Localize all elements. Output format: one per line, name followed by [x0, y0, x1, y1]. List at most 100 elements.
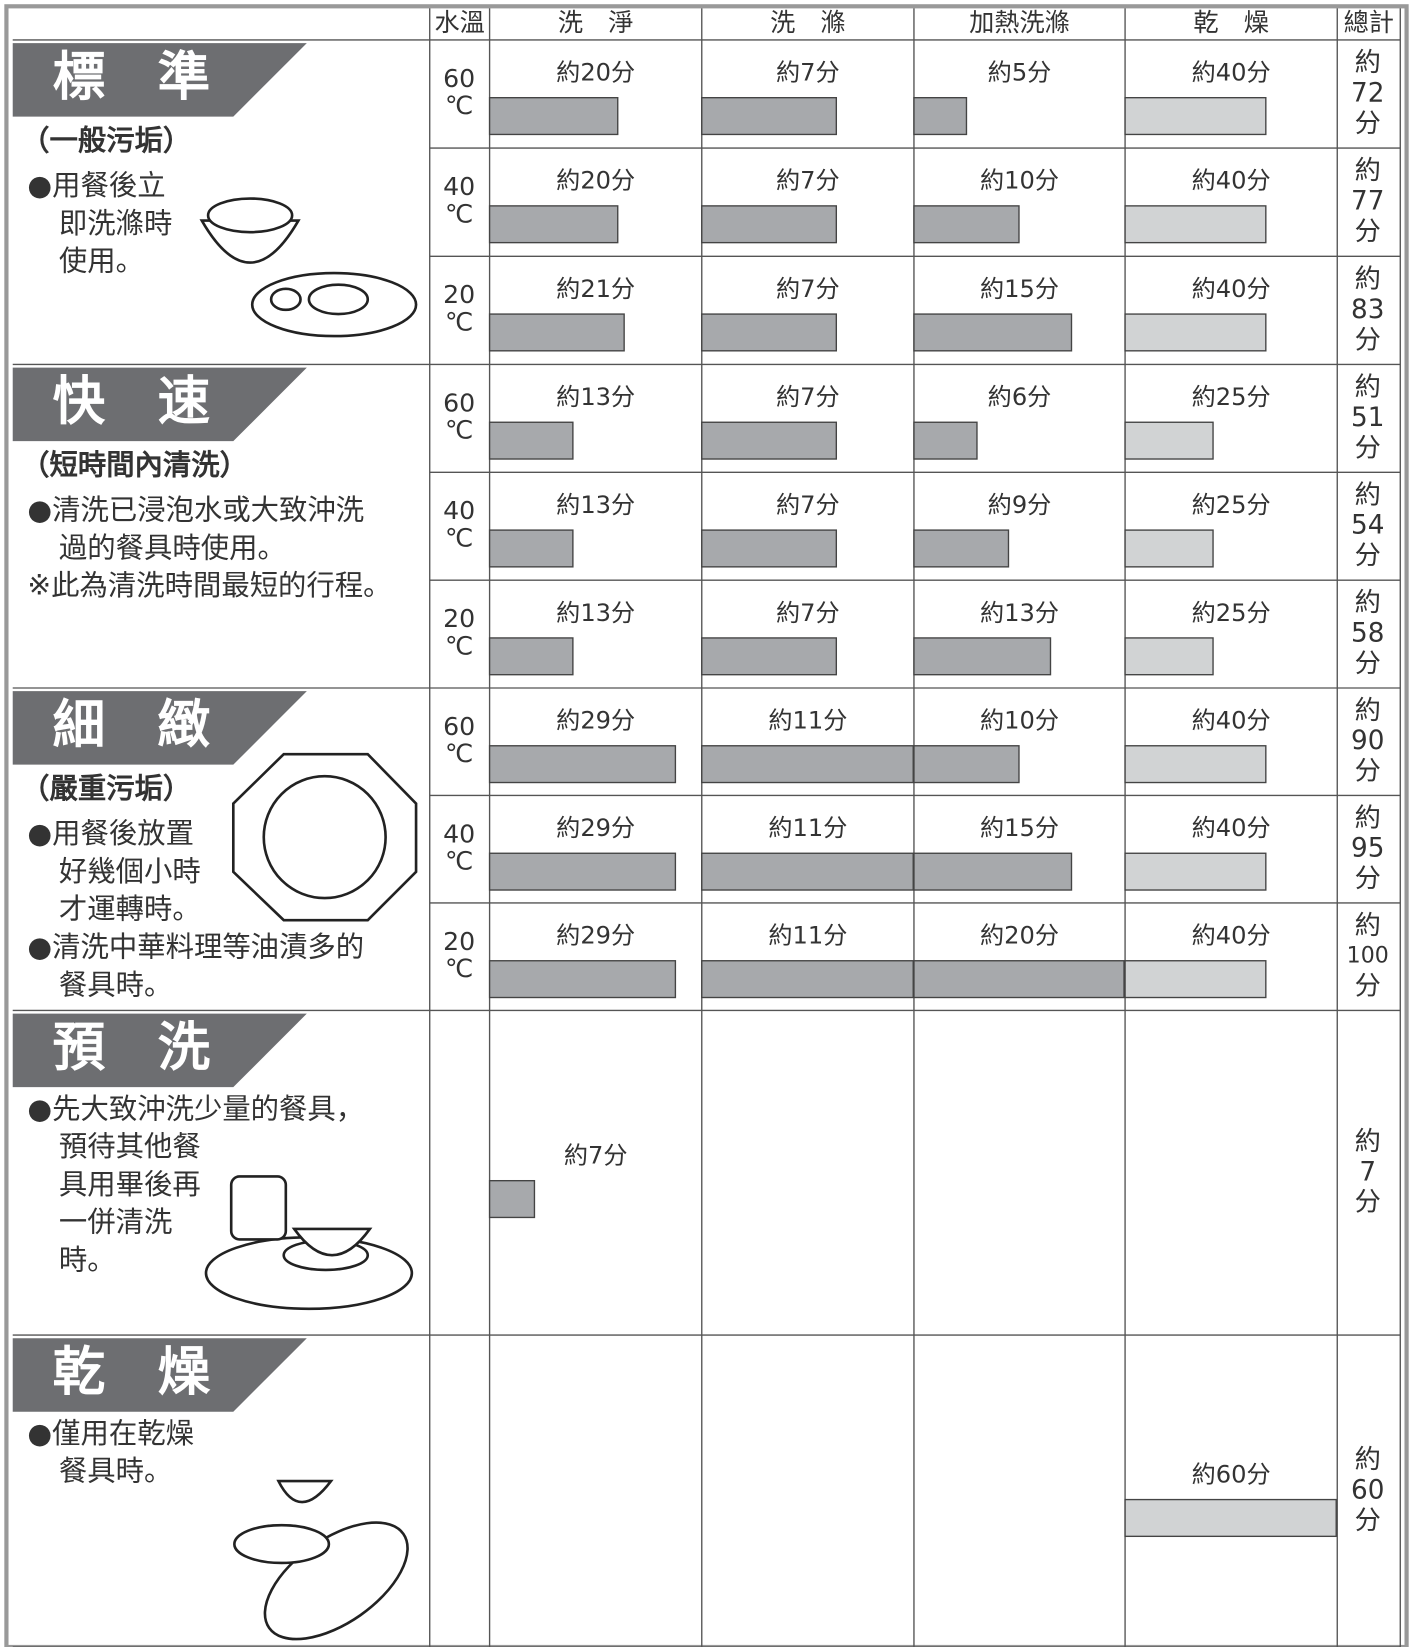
time-label: 約40分 [1192, 59, 1271, 87]
time-label: 約7分 [776, 275, 840, 303]
program-name: 細 緻 [53, 695, 211, 756]
time-bar [488, 421, 574, 460]
time-label: 約25分 [1192, 491, 1271, 519]
temperature-unit: ℃ [445, 847, 473, 876]
total: 約 [1355, 48, 1381, 78]
temperature: 20 [443, 927, 475, 956]
total: 77 [1351, 187, 1384, 217]
time-bar [913, 637, 1052, 676]
temperature-unit: ℃ [445, 631, 473, 660]
program-note: 好幾個小時 [59, 855, 201, 888]
program-note: 使用。 [59, 245, 144, 278]
program-note: 一併清洗 [59, 1206, 172, 1239]
program-note: ●用餐後立 [27, 169, 165, 202]
time-bar [488, 529, 574, 568]
program-subtitle: （一般污垢） [21, 124, 191, 157]
time-bar [913, 205, 1020, 244]
temperature-unit: ℃ [445, 739, 473, 768]
total: 分 [1355, 217, 1381, 247]
temperature-unit: ℃ [445, 308, 473, 337]
time-label: 約21分 [556, 275, 635, 303]
program-note: 過的餐具時使用。 [59, 531, 286, 564]
total: 72 [1351, 79, 1384, 109]
time-bar [1124, 1498, 1337, 1538]
time-bar [701, 421, 838, 460]
column-header: 水溫 [434, 8, 484, 37]
illustrations [199, 197, 418, 1641]
time-label: 約40分 [1192, 707, 1271, 735]
program-subtitle: （嚴重污垢） [21, 772, 191, 805]
column-header: 洗 淨 [558, 8, 634, 37]
time-bar [701, 97, 838, 136]
program-note: 時。 [59, 1244, 116, 1277]
program-note: ●先大致沖洗少量的餐具， [27, 1092, 364, 1125]
program-banner [12, 1013, 307, 1088]
time-bar [488, 637, 574, 676]
temperature-unit: ℃ [445, 954, 473, 983]
program-note: ●用餐後放置 [27, 817, 194, 850]
total: 約 [1355, 480, 1381, 510]
total: 分 [1355, 1188, 1381, 1218]
column-header: 洗 滌 [770, 8, 846, 37]
time-bar [1124, 313, 1267, 352]
time-label: 約60分 [1192, 1460, 1271, 1488]
total: 90 [1351, 726, 1384, 756]
total: 分 [1355, 757, 1381, 787]
time-label: 約7分 [776, 491, 840, 519]
time-label: 約40分 [1192, 814, 1271, 842]
time-label: 約7分 [776, 167, 840, 195]
time-label: 約11分 [768, 922, 847, 950]
program-note: 餐具時。 [59, 968, 172, 1001]
time-label: 約29分 [556, 814, 635, 842]
time-bar [488, 960, 677, 999]
time-bar [913, 421, 978, 460]
time-bar [488, 97, 619, 136]
program-banner [12, 1338, 307, 1412]
temperature: 40 [443, 172, 475, 201]
total: 約 [1355, 264, 1381, 294]
time-label: 約25分 [1192, 383, 1271, 411]
program-subtitle: （短時間內清洗） [21, 448, 248, 481]
time-bar [488, 313, 625, 352]
time-bar [701, 852, 914, 891]
time-bar [701, 637, 838, 676]
program-banner [12, 691, 307, 765]
temperature: 20 [443, 604, 475, 633]
total: 58 [1351, 619, 1384, 649]
time-bar [1124, 745, 1267, 784]
total: 分 [1355, 433, 1381, 463]
total: 約 [1355, 911, 1381, 941]
temperature: 40 [443, 819, 475, 848]
total: 約 [1355, 1127, 1381, 1157]
program-name: 乾 燥 [53, 1342, 211, 1403]
temperature: 60 [443, 388, 475, 417]
total: 100 [1347, 944, 1389, 969]
time-label: 約20分 [556, 59, 635, 87]
total: 約 [1355, 588, 1381, 618]
total: 60 [1351, 1476, 1384, 1506]
program-banner [12, 43, 307, 117]
time-label: 約13分 [556, 383, 635, 411]
program-note: 才運轉時。 [59, 893, 201, 926]
time-bar [1124, 852, 1267, 891]
total: 約 [1355, 156, 1381, 186]
total: 分 [1355, 649, 1381, 679]
time-label: 約7分 [776, 59, 840, 87]
total: 7 [1359, 1157, 1376, 1187]
time-label: 約7分 [776, 599, 840, 627]
total: 分 [1355, 972, 1381, 1002]
total: 83 [1351, 295, 1384, 325]
time-bar [488, 1179, 536, 1219]
column-header: 乾 燥 [1193, 8, 1269, 37]
total: 分 [1355, 109, 1381, 139]
total: 約 [1355, 372, 1381, 402]
program-name: 預 洗 [53, 1017, 211, 1078]
temperature: 20 [443, 280, 475, 309]
temperature: 60 [443, 64, 475, 93]
time-label: 約10分 [980, 167, 1059, 195]
time-label: 約9分 [988, 491, 1052, 519]
time-label: 約25分 [1192, 599, 1271, 627]
column-header: 加熱洗滌 [969, 8, 1070, 37]
time-bar [1124, 97, 1267, 136]
